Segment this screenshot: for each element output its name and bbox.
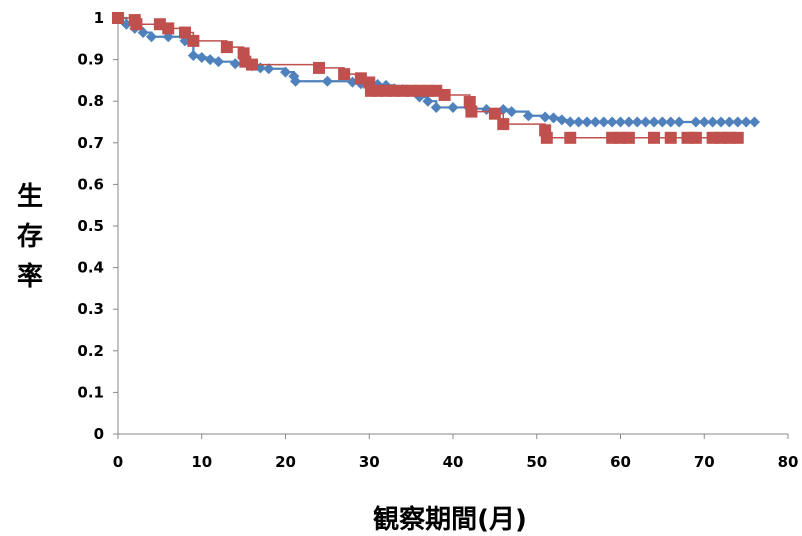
data-point: [179, 26, 191, 39]
data-point: [673, 116, 685, 128]
data-point: [162, 22, 175, 35]
series-1: [112, 12, 760, 128]
data-point: [290, 75, 302, 87]
data-point: [749, 116, 760, 128]
y-tick-label: 0.5: [77, 217, 104, 235]
series-2: [112, 12, 744, 144]
data-point: [430, 101, 442, 113]
data-point: [564, 116, 576, 128]
x-axis-title: 観察期間(月): [373, 504, 527, 535]
data-point: [213, 56, 224, 68]
data-point: [606, 116, 618, 128]
data-point: [690, 116, 702, 128]
data-point: [422, 95, 434, 107]
data-point: [112, 12, 124, 24]
series-layer: [112, 12, 760, 144]
data-point: [280, 66, 291, 78]
data-point: [246, 58, 258, 71]
data-point: [698, 116, 710, 128]
data-point: [581, 116, 593, 128]
data-point: [130, 18, 143, 31]
data-point: [438, 88, 451, 101]
data-point: [187, 34, 200, 47]
y-tick-label: 0.6: [77, 175, 104, 193]
data-point: [615, 116, 626, 128]
data-point: [187, 49, 199, 61]
data-point: [447, 101, 459, 113]
y-tick-label: 1: [94, 9, 104, 27]
x-tick-label: 0: [113, 453, 123, 471]
data-point: [488, 107, 501, 120]
data-point: [338, 68, 351, 81]
data-point: [522, 110, 534, 122]
data-point: [564, 131, 577, 144]
y-tick-label: 0.4: [77, 259, 104, 277]
data-point: [229, 58, 241, 70]
data-point: [707, 116, 719, 128]
data-point: [648, 116, 660, 128]
y-tick-label: 0.7: [77, 134, 104, 152]
data-point: [631, 116, 643, 128]
data-point: [723, 116, 735, 128]
data-point: [656, 116, 668, 128]
y-tick-label: 0: [94, 425, 104, 443]
x-tick-label: 70: [694, 453, 715, 471]
x-tick-label: 80: [778, 453, 799, 471]
data-point: [220, 41, 233, 54]
y-axis-title: 生存率: [17, 182, 43, 292]
data-point: [465, 105, 478, 118]
data-point: [204, 54, 216, 66]
data-point: [263, 63, 275, 75]
data-point: [548, 112, 559, 124]
data-point: [573, 116, 585, 128]
x-tick-label: 20: [275, 453, 296, 471]
data-point: [146, 31, 157, 43]
y-tick-label: 0.8: [77, 92, 104, 110]
data-point: [463, 96, 476, 109]
data-point: [732, 116, 744, 128]
x-tick-label: 10: [191, 453, 212, 471]
axes: 0 0.1 0.2 0.3 0.4 0.5 0.6 0.7 0.8 0.9 1 0 10 20 30 40 5…: [77, 9, 798, 471]
y-ticks: 0 0.1 0.2 0.3 0.4 0.5 0.6 0.7 0.8 0.9 1: [77, 9, 118, 443]
x-ticks: 0 10 20 30 40 50 60 70 80: [113, 434, 799, 471]
data-point: [740, 116, 752, 128]
x-tick-label: 30: [359, 453, 380, 471]
data-point: [589, 116, 601, 128]
data-point: [689, 131, 702, 144]
data-point: [623, 116, 635, 128]
y-tick-label: 0.9: [77, 51, 104, 69]
data-point: [598, 116, 610, 128]
y-tick-label: 0.2: [77, 342, 104, 360]
data-point: [506, 106, 518, 118]
data-point: [539, 111, 551, 123]
data-point: [664, 131, 677, 144]
x-tick-label: 40: [443, 453, 464, 471]
data-point: [321, 75, 333, 87]
data-point: [196, 52, 208, 64]
data-point: [497, 118, 510, 131]
y-tick-label: 0.1: [77, 383, 104, 401]
x-tick-label: 60: [610, 453, 631, 471]
data-point: [622, 131, 635, 144]
data-point: [313, 61, 325, 74]
data-point: [648, 131, 660, 144]
data-point: [731, 131, 744, 144]
x-tick-label: 50: [526, 453, 547, 471]
data-point: [137, 27, 149, 39]
data-point: [640, 116, 652, 128]
data-point: [715, 116, 727, 128]
data-point: [540, 131, 553, 144]
y-tick-label: 0.3: [77, 300, 104, 318]
data-point: [665, 116, 677, 128]
data-point: [556, 114, 568, 126]
